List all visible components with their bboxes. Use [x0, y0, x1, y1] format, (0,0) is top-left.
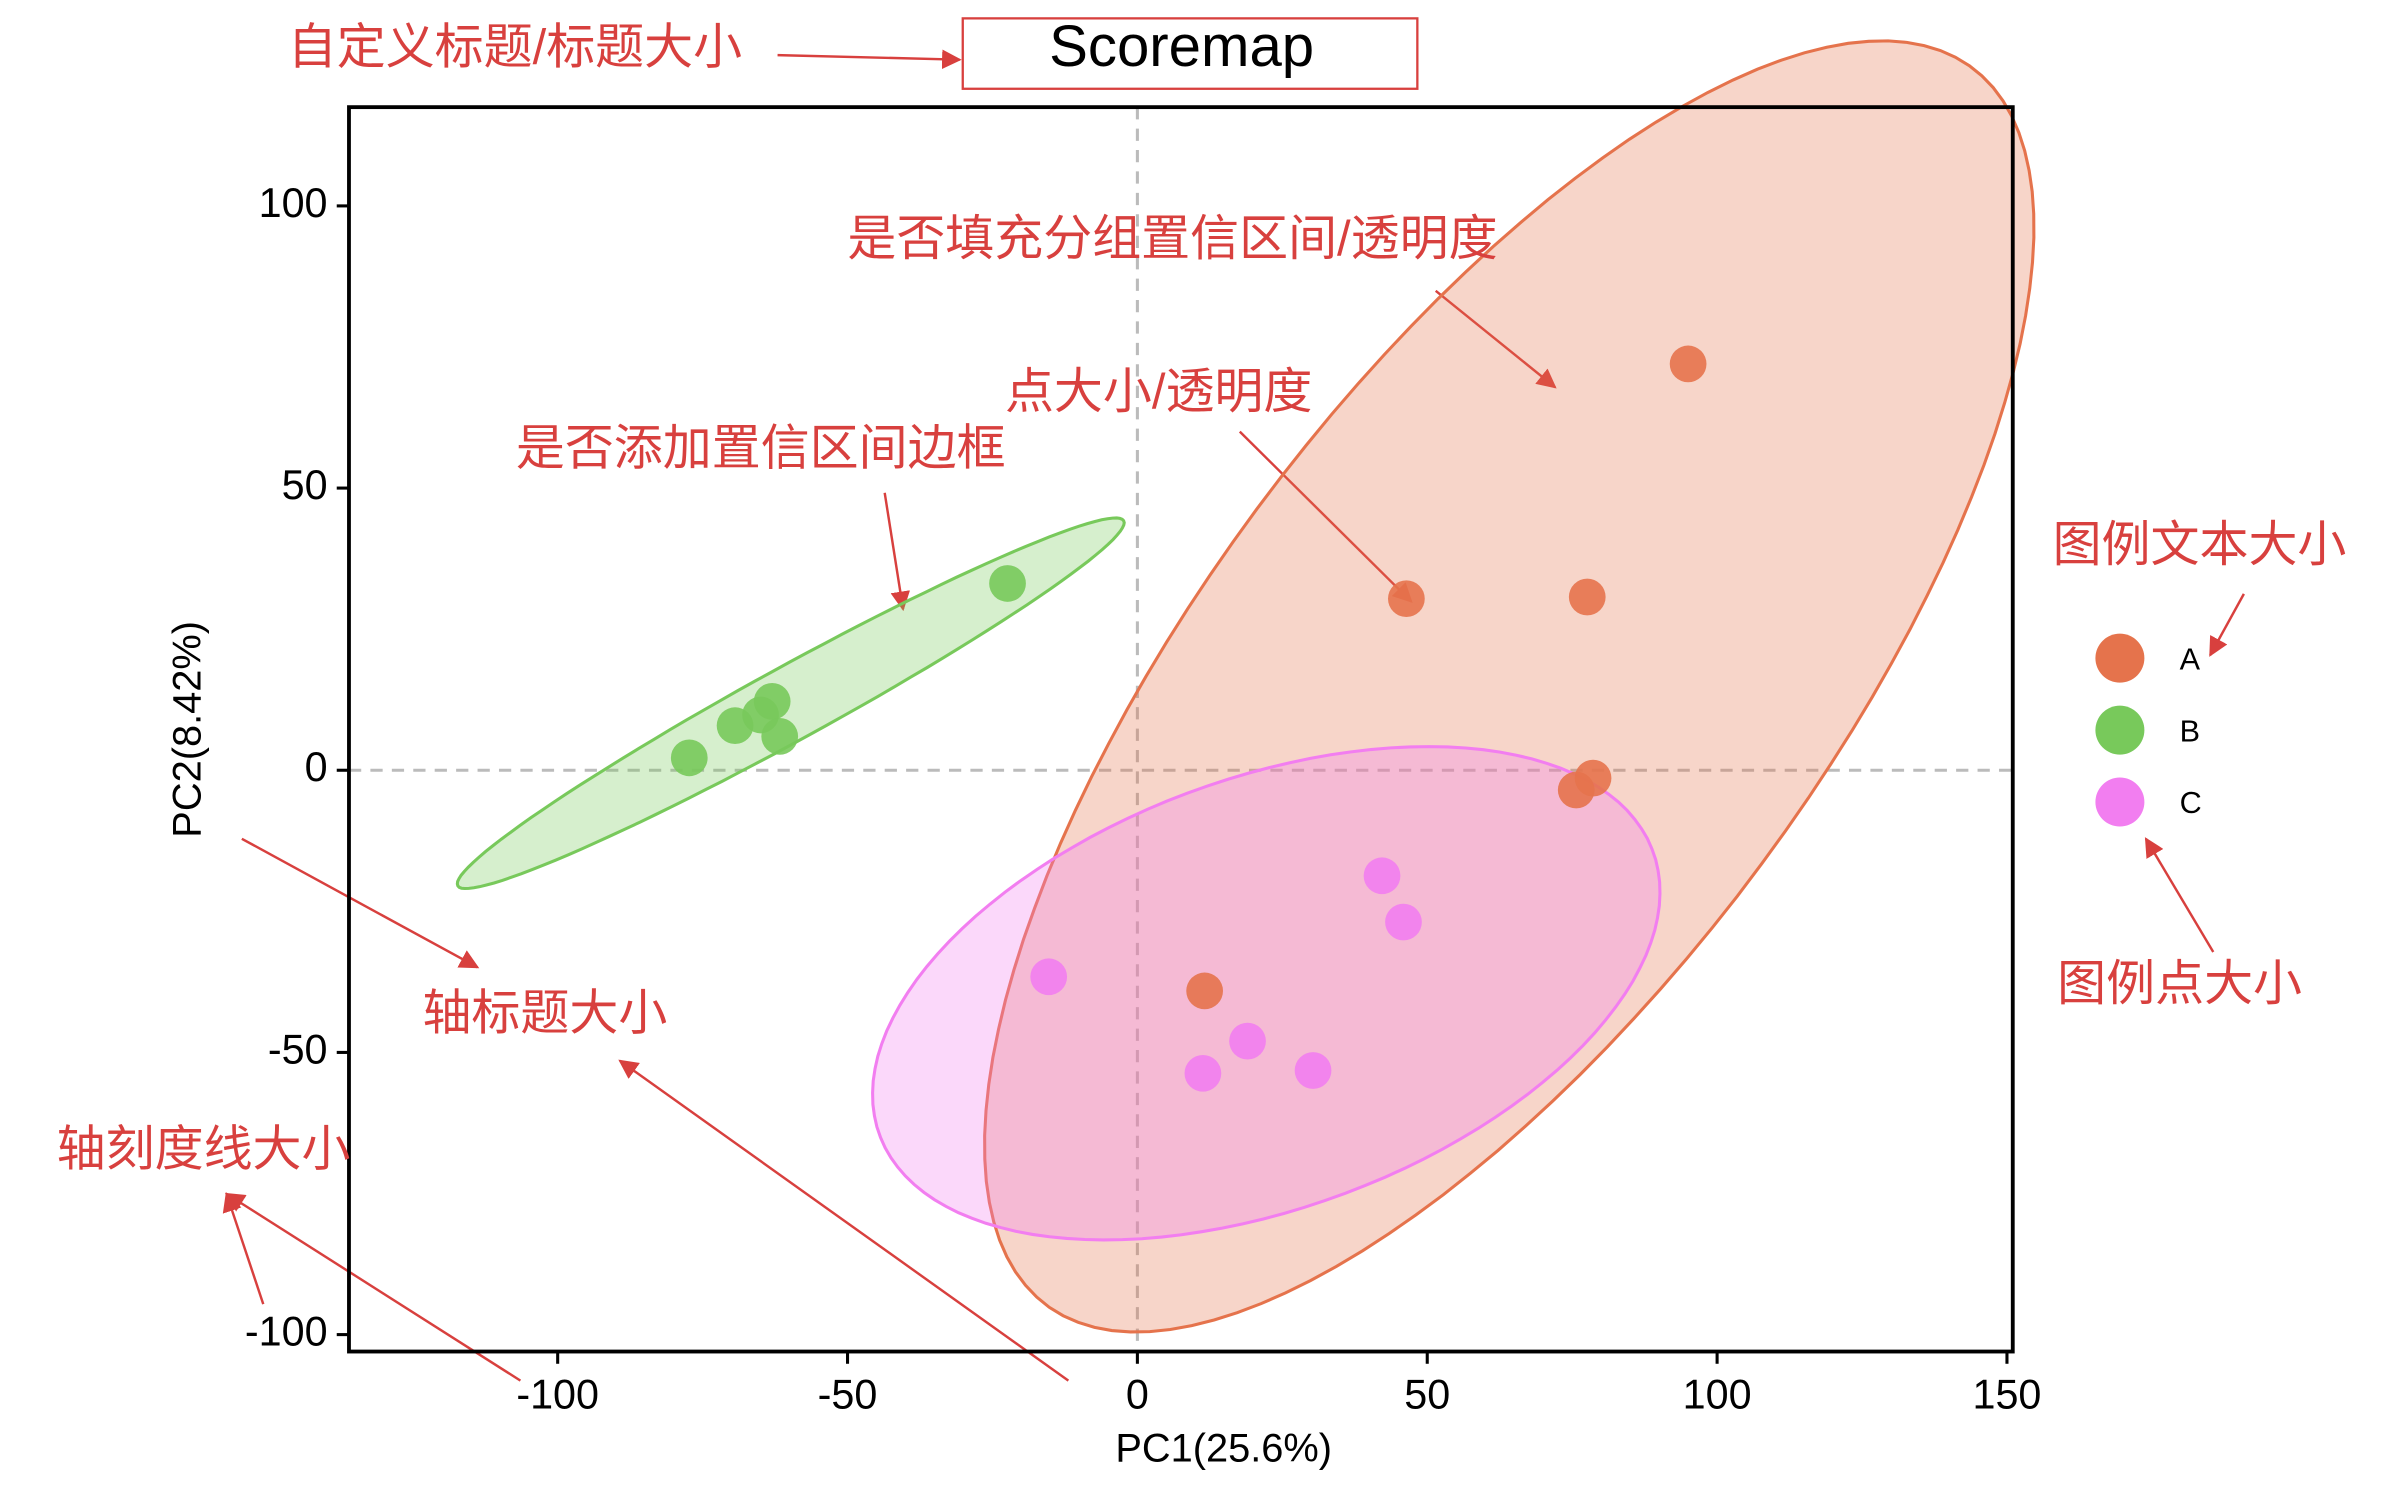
y-tick-label: 50: [282, 462, 328, 508]
annotation: 是否填充分组置信区间/透明度: [847, 212, 1497, 266]
confidence-ellipse: [983, 39, 2036, 1334]
annotation-arrows: [222, 49, 2245, 1382]
annotation: 是否添加置信区间边框: [516, 421, 1006, 475]
point: [1385, 903, 1422, 941]
legend-marker: [2095, 777, 2145, 827]
plot-frame: [347, 105, 2015, 1354]
point: [1294, 1052, 1332, 1089]
x-tick-label: 0: [1126, 1371, 1149, 1417]
x-tick-label: -100: [516, 1371, 599, 1417]
point: [1557, 771, 1595, 809]
legend-marker: [2095, 705, 2145, 755]
legend-label: A: [2180, 642, 2201, 676]
title-box: [961, 17, 1419, 90]
point: [1030, 958, 1068, 996]
annotation: 图例点大小: [2057, 957, 2302, 1011]
confidence-ellipse: [455, 516, 1126, 891]
point: [989, 565, 1026, 602]
point: [1184, 1054, 1222, 1092]
x-tick-label: 150: [1972, 1371, 2041, 1417]
legend-marker: [2095, 633, 2145, 683]
point: [716, 707, 754, 745]
point: [670, 739, 708, 777]
point: [1363, 857, 1401, 895]
annotation: 图例文本大小: [2053, 518, 2347, 572]
y-tick-label: -50: [268, 1026, 328, 1072]
y-tick-label: -100: [245, 1309, 328, 1355]
point: [1229, 1022, 1266, 1060]
annotation: 轴标题大小: [422, 986, 667, 1040]
chart-title: Scoremap: [1049, 14, 1314, 79]
x-tick-label: 50: [1404, 1371, 1450, 1417]
y-axis-title: PC2(8.42%): [165, 621, 209, 838]
point: [1568, 578, 1606, 616]
confidence-ellipse: [871, 745, 1662, 1242]
point: [1388, 580, 1425, 618]
point: [1669, 345, 1707, 383]
point: [761, 718, 799, 755]
annotation: 点大小/透明度: [1005, 365, 1312, 419]
x-axis-title: PC1(25.6%): [1115, 1427, 1332, 1471]
annotation: 自定义标题/标题大小: [288, 20, 742, 74]
x-tick-label: -50: [818, 1371, 878, 1417]
y-tick-label: 0: [305, 744, 328, 790]
annotation: 轴刻度线大小: [57, 1122, 351, 1176]
y-tick-label: 100: [259, 180, 328, 226]
point: [1186, 972, 1224, 1010]
legend-label: B: [2180, 714, 2200, 748]
x-tick-label: 100: [1683, 1371, 1752, 1417]
legend-label: C: [2180, 786, 2202, 820]
